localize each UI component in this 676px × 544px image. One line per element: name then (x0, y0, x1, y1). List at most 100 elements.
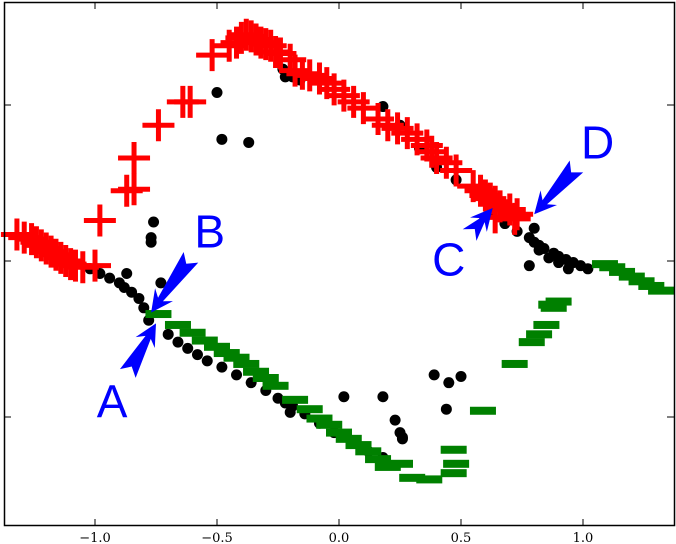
data-point (231, 369, 243, 381)
annotation-label: A (97, 375, 128, 427)
annotation-a: A (97, 323, 156, 427)
data-point (455, 370, 467, 382)
data-point (326, 428, 352, 437)
annotation-c: C (432, 207, 493, 285)
data-point (440, 403, 452, 415)
data-point (213, 349, 240, 358)
series-plus (0, 18, 534, 284)
data-point (338, 391, 350, 403)
data-point (223, 353, 250, 362)
data-point (121, 267, 133, 279)
data-point (533, 320, 560, 329)
data-point (172, 336, 184, 348)
data-point (133, 292, 145, 304)
data-point (142, 109, 175, 142)
data-point (155, 277, 167, 289)
data-point (243, 136, 255, 148)
data-point (296, 405, 323, 414)
data-point (282, 395, 309, 404)
data-point (182, 342, 194, 354)
data-point (355, 447, 382, 456)
data-point (440, 445, 467, 454)
data-point (126, 286, 138, 298)
data-point (528, 222, 540, 234)
arrow-icon (534, 160, 584, 215)
x-tick-label: −1.0 (79, 531, 111, 544)
data-point (201, 355, 213, 367)
x-tick-label: 0.5 (451, 531, 472, 544)
data-point (204, 342, 230, 351)
arrow-icon (462, 207, 493, 241)
annotation-b: B (151, 205, 225, 313)
arrow-icon (119, 323, 156, 378)
data-point (310, 67, 343, 100)
data-point (543, 252, 555, 264)
data-point (518, 338, 545, 347)
data-point (553, 257, 565, 269)
data-point (145, 236, 157, 248)
data-point (387, 459, 413, 468)
data-point (316, 420, 343, 429)
data-point (216, 361, 228, 373)
data-point (501, 359, 528, 368)
annotation-label: D (581, 116, 614, 168)
data-point (533, 244, 545, 256)
data-point (396, 433, 408, 445)
x-tick-label: 1.0 (573, 531, 594, 544)
data-point (416, 475, 443, 484)
data-point (443, 377, 455, 389)
data-point (83, 204, 116, 237)
data-point (233, 359, 260, 368)
data-point (526, 330, 553, 339)
data-point (443, 459, 470, 468)
data-point (211, 87, 223, 99)
data-point (440, 154, 473, 187)
data-point (377, 391, 389, 403)
data-point (648, 286, 675, 295)
data-point (104, 272, 116, 284)
data-point (618, 272, 645, 281)
data-point (79, 249, 111, 282)
data-point (609, 267, 636, 276)
data-point (469, 406, 496, 415)
data-point (628, 277, 655, 286)
data-point (279, 54, 312, 87)
data-point (306, 414, 333, 423)
data-point (164, 320, 191, 329)
data-point (440, 469, 467, 478)
series-hline (145, 260, 675, 484)
data-point (582, 263, 594, 275)
data-point (196, 39, 229, 72)
x-tick-label: 0.0 (329, 531, 350, 544)
annotation-d: D (534, 116, 614, 215)
data-point (148, 216, 160, 228)
data-point (365, 455, 392, 464)
data-point (262, 381, 289, 390)
data-point (523, 260, 535, 272)
data-point (174, 85, 207, 118)
annotations: A B C D (97, 116, 615, 427)
data-point (599, 263, 626, 272)
data-point (389, 414, 401, 426)
annotation-label: B (194, 205, 225, 257)
data-point (335, 434, 362, 443)
data-point (545, 297, 572, 306)
data-point (252, 374, 279, 382)
data-point (0, 218, 33, 251)
data-point (345, 441, 372, 450)
data-point (638, 281, 665, 290)
arrow-icon (151, 252, 199, 313)
data-point (243, 367, 270, 376)
data-point (216, 133, 228, 145)
y-axis-ticks (4, 104, 674, 418)
data-point (399, 473, 426, 482)
data-point (191, 349, 203, 361)
data-point (162, 328, 174, 340)
x-tick-label: −0.5 (201, 531, 233, 544)
data-point (179, 328, 206, 337)
plot-series (0, 18, 675, 484)
annotation-label: C (432, 233, 465, 285)
data-point (284, 406, 296, 418)
data-point (118, 173, 151, 206)
